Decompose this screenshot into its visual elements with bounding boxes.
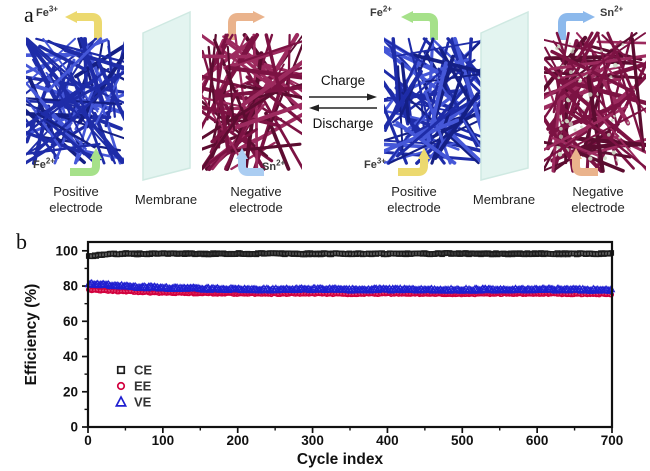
svg-text:300: 300 xyxy=(301,433,324,448)
negative-electrode-mesh-2 xyxy=(544,31,646,173)
fe3-inflow-arrow-icon xyxy=(398,148,430,176)
ion-label-fe3-top: Fe3+ xyxy=(36,4,58,19)
svg-text:0: 0 xyxy=(70,420,78,435)
svg-text:40: 40 xyxy=(63,349,78,364)
svg-text:Efficiency (%): Efficiency (%) xyxy=(23,284,40,386)
sn2-inflow-arrow-icon xyxy=(236,148,264,176)
svg-text:VE: VE xyxy=(134,395,152,410)
ion-label-fe2-top: Fe2+ xyxy=(370,4,392,19)
reaction-direction-block: Charge Discharge xyxy=(299,73,387,132)
ion-label-sn2-top: Sn2+ xyxy=(600,4,624,19)
ion-label-fe2-bottom: Fe2+ xyxy=(33,156,55,171)
caption-negative-electrode-2: Negative electrode xyxy=(571,184,625,216)
negative-inflow-arrow-icon xyxy=(570,148,598,176)
svg-text:20: 20 xyxy=(63,384,78,399)
svg-text:700: 700 xyxy=(601,433,624,448)
caption-positive-electrode-2: Positive electrode xyxy=(387,184,441,216)
membrane-sheet-1 xyxy=(142,10,191,181)
panel-b-label: b xyxy=(16,229,27,254)
svg-text:600: 600 xyxy=(526,433,549,448)
caption-membrane-2: Membrane xyxy=(472,192,536,207)
efficiency-cycle-chart: 0 100 200 300 400 500 600 700 0 20 40 60 80 100 Cycle … xyxy=(23,240,624,468)
legend-item-CE: CE xyxy=(116,363,152,378)
svg-text:CE: CE xyxy=(134,363,152,378)
legend-item-VE: VE xyxy=(114,395,152,410)
svg-text:EE: EE xyxy=(134,379,152,394)
sn2-outflow-arrow-icon xyxy=(558,11,595,40)
discharge-label: Discharge xyxy=(312,115,374,131)
svg-text:80: 80 xyxy=(63,279,78,294)
charge-label: Charge xyxy=(320,73,366,88)
svg-text:Cycle index: Cycle index xyxy=(297,451,384,468)
caption-negative-electrode-1: Negative electrode xyxy=(229,184,283,216)
fe2-inflow-arrow-icon xyxy=(70,148,102,176)
svg-text:100: 100 xyxy=(152,433,175,448)
ion-label-fe3-bottom: Fe3+ xyxy=(364,156,386,171)
ion-label-sn2-bottom: Sn2+ xyxy=(262,158,286,173)
svg-text:0: 0 xyxy=(84,433,92,448)
series-CE xyxy=(85,250,615,260)
negative-electrode-mesh-1 xyxy=(202,32,302,172)
membrane-sheet-2 xyxy=(480,10,529,181)
legend-item-EE: EE xyxy=(116,379,152,394)
svg-text:100: 100 xyxy=(55,243,78,258)
caption-positive-electrode-1: Positive electrode xyxy=(49,184,103,216)
caption-membrane-1: Membrane xyxy=(134,192,198,207)
svg-text:400: 400 xyxy=(376,433,399,448)
svg-text:500: 500 xyxy=(451,433,474,448)
positive-electrode-mesh-2 xyxy=(384,36,482,165)
equilibrium-arrows-icon xyxy=(309,93,377,112)
svg-text:60: 60 xyxy=(63,314,78,329)
fe2-outflow-arrow-icon xyxy=(401,11,438,40)
svg-text:200: 200 xyxy=(226,433,249,448)
positive-electrode-mesh-1 xyxy=(26,36,124,166)
panel-a-label: a xyxy=(24,2,34,27)
series-VE xyxy=(84,278,616,294)
negative-outflow-arrow-icon xyxy=(228,11,265,40)
fe3-outflow-arrow-icon xyxy=(65,11,102,40)
